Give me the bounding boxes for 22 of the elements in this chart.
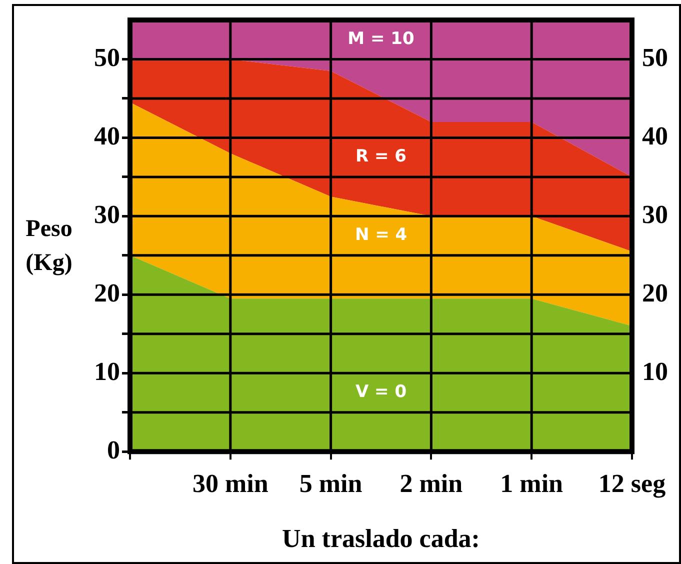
y2-tick-label: 40 [642,121,668,150]
y-tick-label: 40 [94,121,120,150]
y-axis-title: Peso (Kg) [24,215,74,278]
series-label: M = 10 [348,29,414,50]
x-tick-label: 12 seg [598,468,666,498]
y2-tick-label: 50 [642,42,668,72]
x-tick-label: 2 min [400,468,464,498]
x-tick-label: 5 min [299,468,363,498]
x-tick-label: 30 min [192,468,269,498]
x-tick-label: 1 min [500,468,564,498]
series-label: N = 4 [354,225,408,246]
series-label: V = 0 [355,382,407,402]
y-tick-label: 10 [94,356,120,386]
y2-tick-label: 10 [642,356,668,386]
y-tick-label: 30 [94,200,120,229]
y-tick-label: 20 [94,278,120,308]
y-tick-label: 50 [94,42,120,72]
y-tick-label: 0 [107,435,120,464]
y2-tick-label: 30 [642,200,668,229]
y2-tick-label: 20 [642,278,668,308]
series-label: R = 6 [356,146,406,167]
x-axis-title: Un traslado cada: [282,524,480,554]
